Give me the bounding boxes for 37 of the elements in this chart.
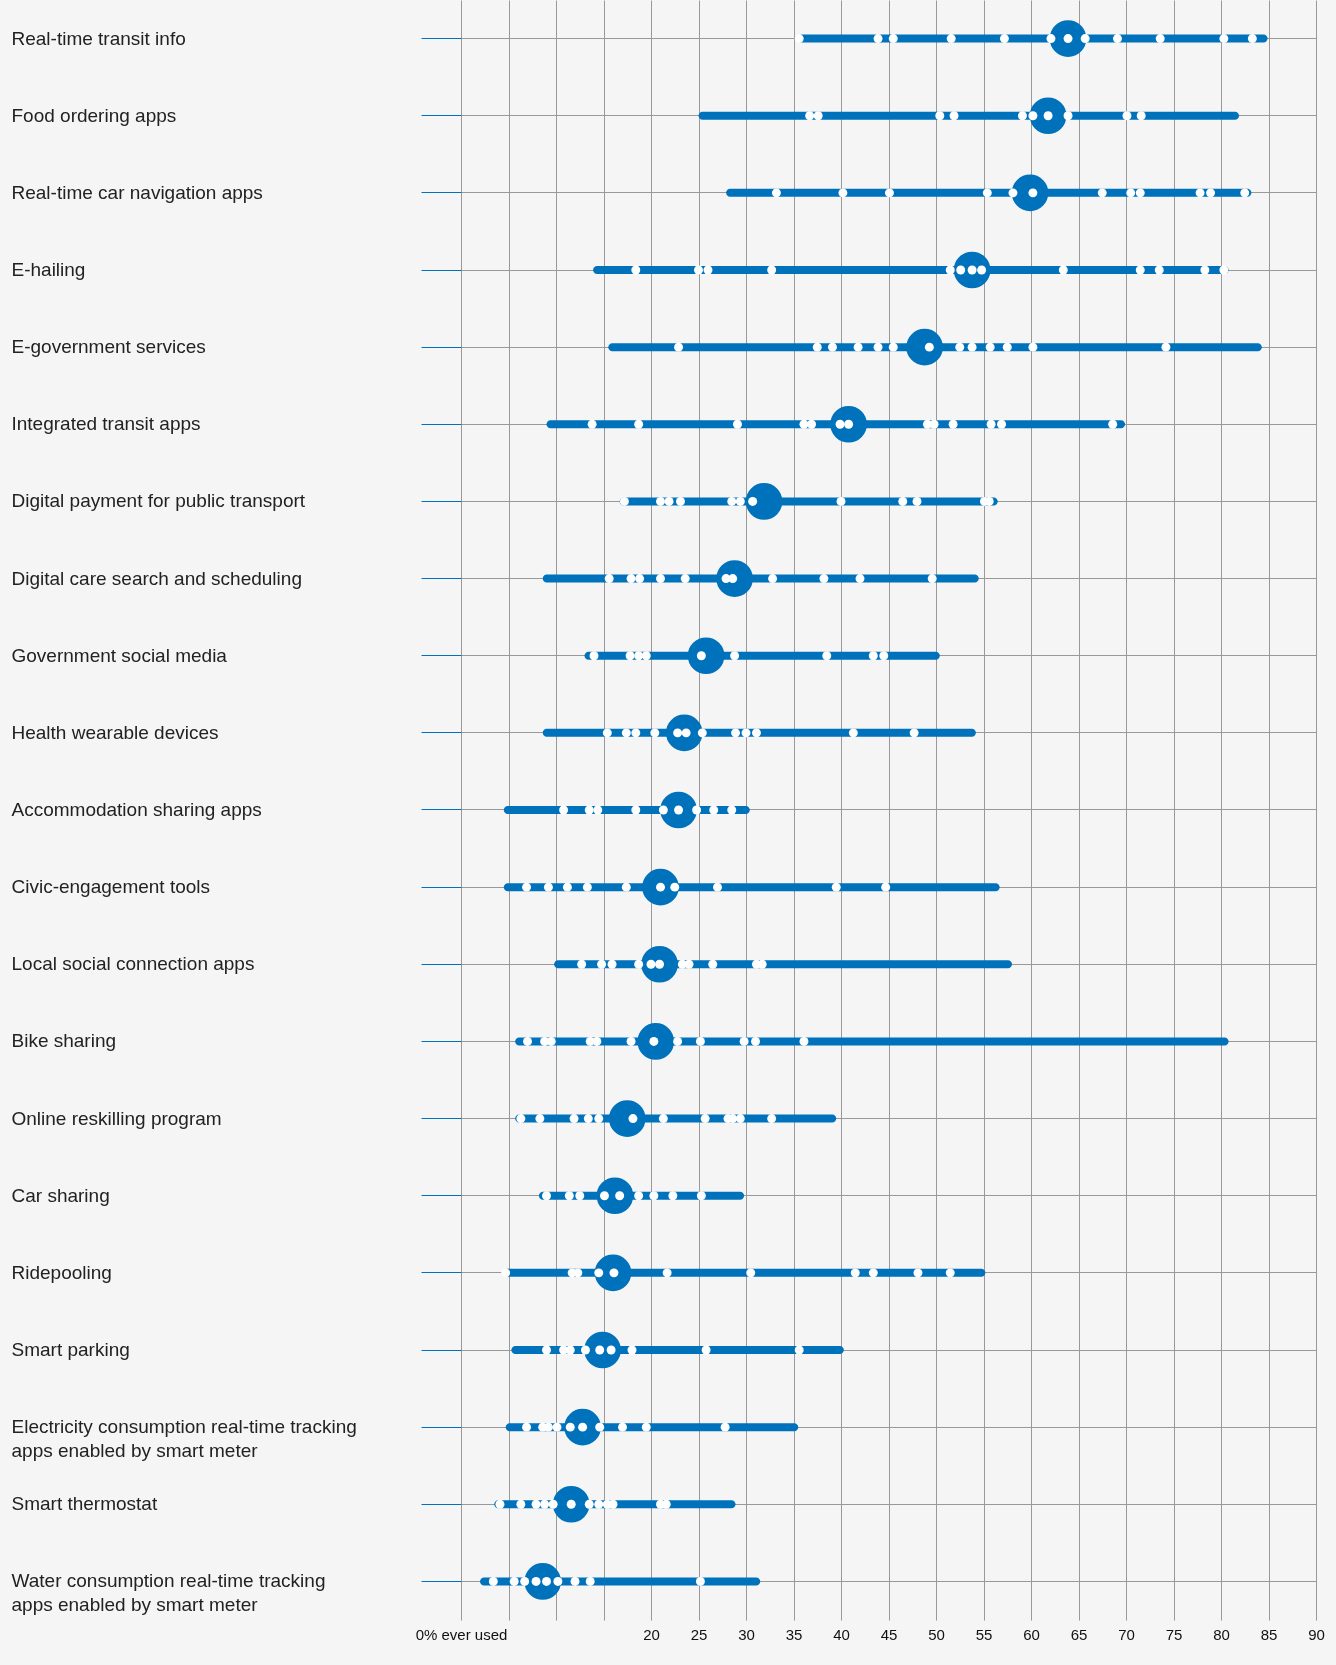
x-tick-label: 55 <box>975 1625 993 1643</box>
x-tick-label: 35 <box>785 1625 803 1643</box>
y-tick-label: Civic-engagement tools <box>11 876 211 898</box>
y-tick-label: Food ordering apps <box>11 104 177 126</box>
y-tick-label: Health wearable devices <box>11 721 219 743</box>
x-tick-label: 60 <box>1023 1625 1040 1643</box>
y-tick-label: Water consumption real-time tracking apps enabled by smart meter <box>11 1570 326 1616</box>
y-tick-label: Electricity consumption real-time tracking apps enabled by smart meter <box>11 1416 357 1462</box>
y-tick-label: Real-time transit info <box>11 27 186 49</box>
y-tick-label: Accommodation sharing apps <box>11 799 262 820</box>
x-tick-label: 90 <box>1308 1625 1325 1643</box>
x-tick-label: 65 <box>1070 1625 1088 1643</box>
y-tick-label: Smart thermostat <box>11 1493 158 1515</box>
y-tick-label: Digital payment for public transport <box>11 490 306 512</box>
x-tick-label: 20 <box>643 1625 660 1643</box>
x-tick-label: 0% ever used <box>415 1625 508 1643</box>
y-tick-label: Local social connection apps <box>11 953 255 975</box>
y-tick-label: Integrated transit apps <box>11 413 201 435</box>
y-tick-label: Bike sharing <box>11 1030 117 1052</box>
x-tick-label: 30 <box>738 1625 755 1643</box>
x-tick-label: 40 <box>833 1625 850 1643</box>
x-tick-label: 50 <box>928 1625 945 1643</box>
y-tick-label: Online reskilling program <box>11 1107 222 1129</box>
y-tick-label: Ridepooling <box>11 1261 112 1283</box>
y-tick-label: Real-time car navigation apps <box>11 181 263 203</box>
x-tick-label: 45 <box>880 1625 898 1643</box>
x-tick-label: 25 <box>690 1625 708 1643</box>
x-tick-label: 80 <box>1213 1625 1230 1643</box>
x-tick-label: 75 <box>1165 1625 1183 1643</box>
y-tick-label: Smart parking <box>11 1339 130 1360</box>
y-tick-label: Government social media <box>11 644 228 666</box>
y-tick-label: Digital care search and scheduling <box>11 567 302 589</box>
y-tick-label: E-government services <box>11 336 206 358</box>
y-tick-label: Car sharing <box>11 1184 110 1206</box>
y-tick-label: E-hailing <box>11 259 86 280</box>
x-tick-label: 70 <box>1118 1625 1135 1643</box>
x-tick-label: 85 <box>1260 1625 1278 1643</box>
